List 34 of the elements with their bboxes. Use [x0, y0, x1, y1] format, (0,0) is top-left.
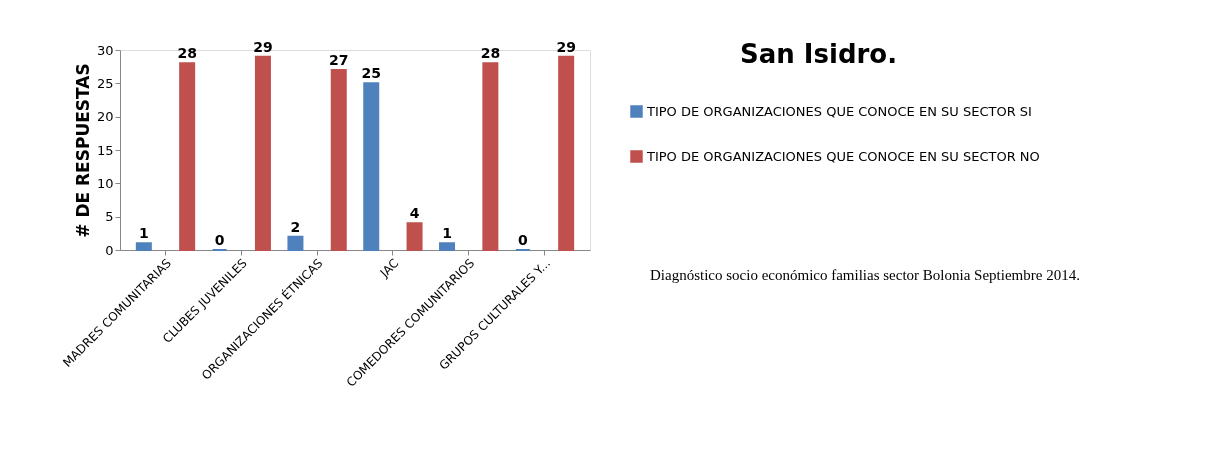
bar [406, 222, 423, 251]
text: San Isidro. [740, 39, 898, 69]
data-label: 1 [138, 225, 149, 242]
y-tick-label: 15 [96, 142, 114, 158]
data-label: 1 [442, 225, 452, 242]
y-tick-label: 10 [96, 175, 114, 191]
data-label: 25 [361, 65, 381, 82]
data-label: 28 [177, 45, 197, 62]
text: Diagnóstico socio económico familias sector Bolonia Septiembre 2014. [650, 267, 1080, 283]
legend-label: TIPO DE ORGANIZACIONES QUE CONOCE EN SU SECTOR SI [646, 103, 1032, 119]
y-tick-label: 25 [96, 75, 114, 91]
bar [254, 55, 271, 251]
data-label: 28 [480, 45, 501, 62]
bar [135, 242, 152, 251]
bar [179, 62, 196, 251]
data-label: 0 [517, 232, 528, 248]
bar [439, 242, 456, 251]
data-label: 2 [290, 218, 301, 235]
legend-label: TIPO DE ORGANIZACIONES QUE CONOCE EN SU SECTOR NO [646, 148, 1040, 164]
y-axis-title: # DE RESPUESTAS [72, 63, 93, 238]
data-label: 0 [214, 232, 225, 248]
data-label: 4 [409, 205, 420, 222]
y-tick-label: 5 [105, 209, 114, 225]
data-label: 29 [556, 38, 576, 55]
data-label: 29 [253, 38, 273, 55]
y-tick-label: 0 [105, 242, 114, 258]
bar [330, 69, 347, 251]
data-label: 27 [329, 52, 349, 68]
bar [482, 62, 499, 251]
bar [558, 55, 575, 251]
bar [287, 235, 304, 251]
y-tick-label: 30 [96, 42, 114, 58]
bar [363, 82, 380, 251]
y-tick-label: 20 [96, 109, 114, 125]
